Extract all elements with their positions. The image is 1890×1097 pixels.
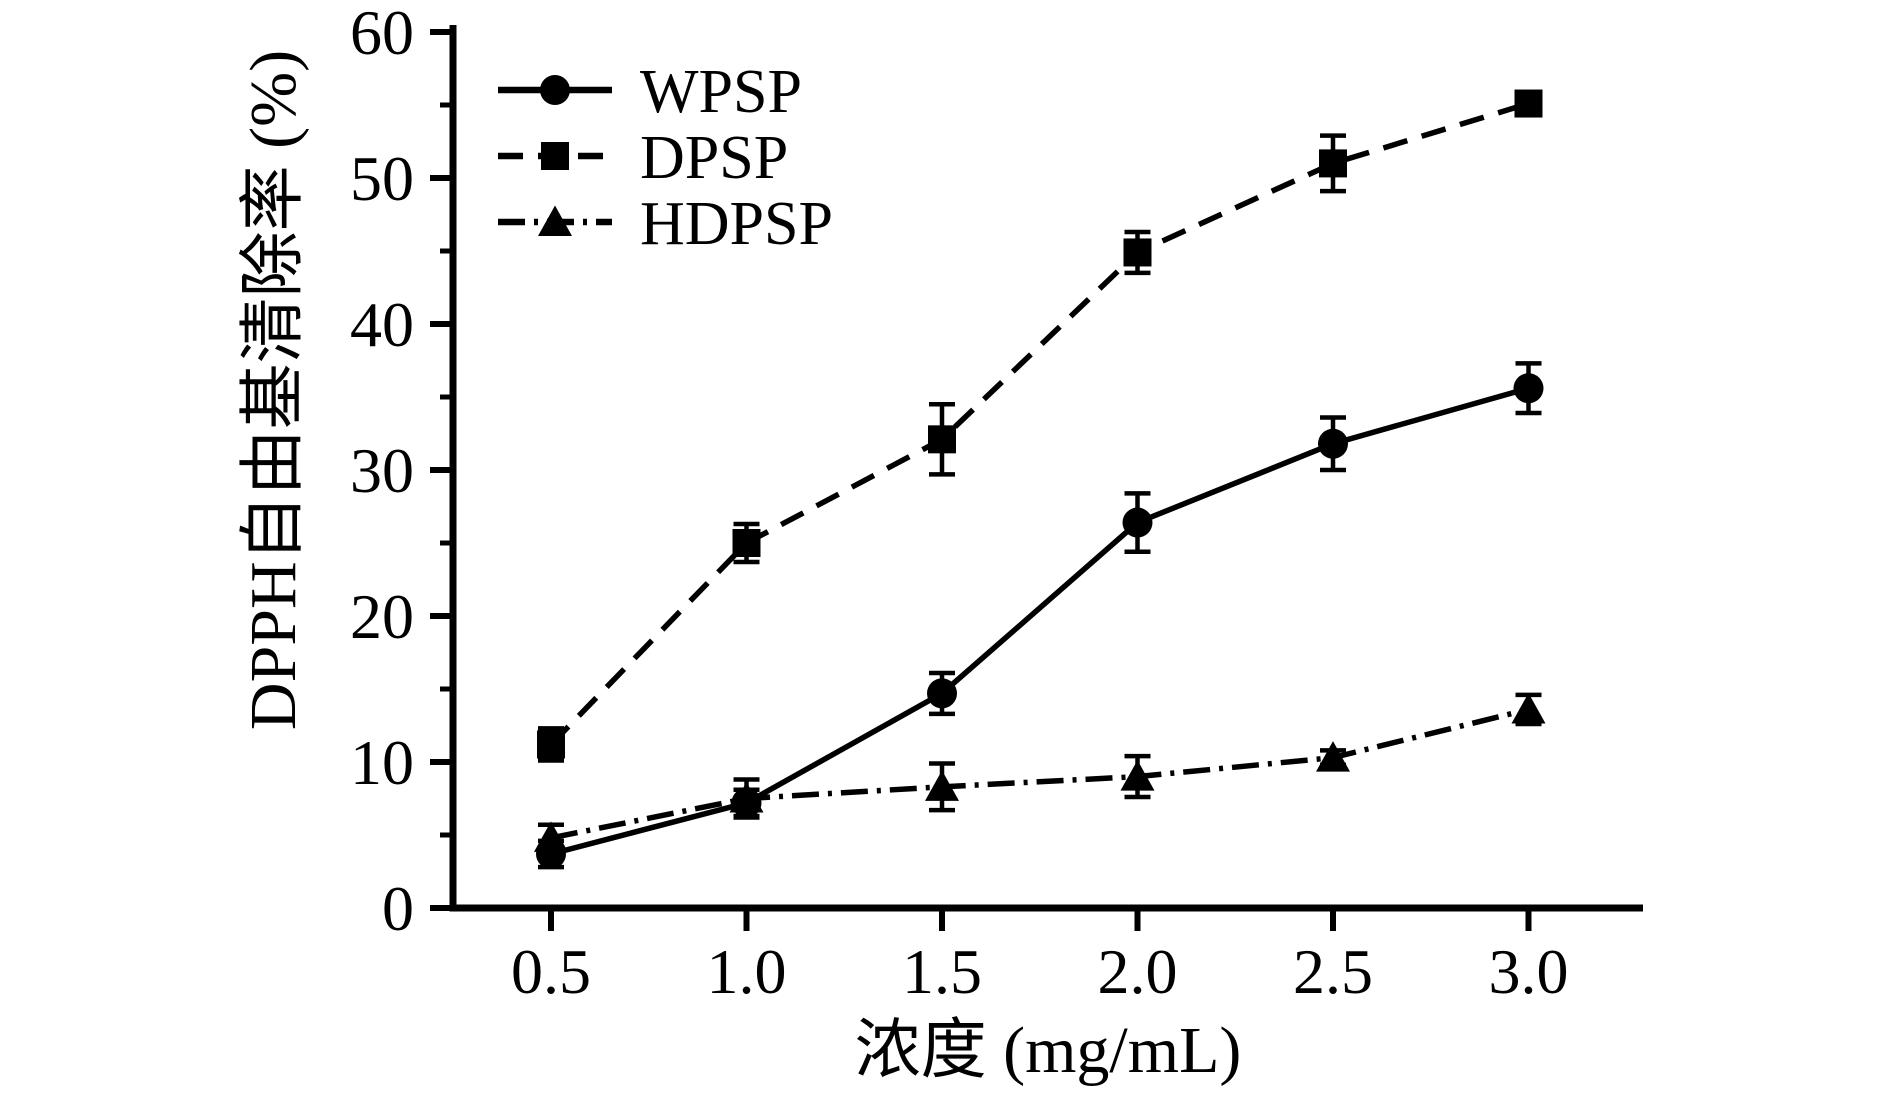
marker-triangle — [925, 770, 959, 801]
x-tick-label: 2.0 — [1098, 936, 1178, 1007]
x-tick-label: 1.0 — [707, 936, 787, 1007]
marker-triangle — [1511, 692, 1546, 724]
legend-marker-square — [541, 142, 569, 170]
legend-item-wpsp: WPSP — [498, 58, 802, 126]
x-axis: 0.5 1.0 1.5 2.0 2.5 3.0 — [511, 908, 1569, 1007]
legend-label: DPSP — [640, 124, 788, 192]
marker-circle — [927, 678, 957, 709]
marker-square — [1123, 238, 1152, 267]
marker-square — [1319, 149, 1347, 178]
legend-marker-triangle — [538, 205, 572, 236]
y-tick-label: 50 — [350, 143, 414, 214]
y-tick-label: 20 — [350, 581, 414, 652]
marker-triangle — [729, 782, 764, 813]
marker-triangle — [1316, 741, 1350, 772]
x-tick-label: 3.0 — [1489, 936, 1569, 1007]
marker-triangle — [1120, 760, 1155, 791]
legend-item-dpsp: DPSP — [498, 124, 788, 192]
series-hdpsp — [534, 692, 1546, 854]
legend-label: WPSP — [640, 58, 802, 126]
series-line — [550, 706, 1530, 841]
legend-label: HDPSP — [640, 190, 833, 258]
marker-circle — [1122, 507, 1153, 538]
y-tick-label: 30 — [350, 435, 414, 506]
series-dpsp — [537, 89, 1543, 763]
marker-square — [537, 730, 565, 759]
y-tick-label: 60 — [350, 0, 414, 68]
series-line — [549, 100, 1530, 747]
y-tick-label: 40 — [350, 289, 414, 360]
x-tick-label: 1.5 — [902, 936, 982, 1007]
x-tick-label: 2.5 — [1293, 936, 1373, 1007]
marker-triangle — [534, 821, 568, 852]
y-axis: 0 10 20 30 40 50 60 — [350, 0, 453, 944]
marker-square — [1514, 89, 1543, 118]
marker-circle — [1513, 373, 1544, 404]
legend-item-hdpsp: HDPSP — [498, 190, 833, 258]
marker-square — [732, 529, 761, 557]
marker-square — [928, 425, 956, 454]
marker-circle — [1318, 428, 1348, 459]
y-axis-title: DPPH自由基清除率 (%) — [237, 50, 310, 730]
legend-marker-circle — [540, 75, 570, 105]
y-tick-label: 0 — [382, 873, 414, 944]
x-tick-label: 0.5 — [511, 936, 591, 1007]
y-tick-label: 10 — [350, 727, 414, 798]
x-axis-title: 浓度 (mg/mL) — [855, 1014, 1242, 1087]
series-line — [550, 385, 1530, 857]
